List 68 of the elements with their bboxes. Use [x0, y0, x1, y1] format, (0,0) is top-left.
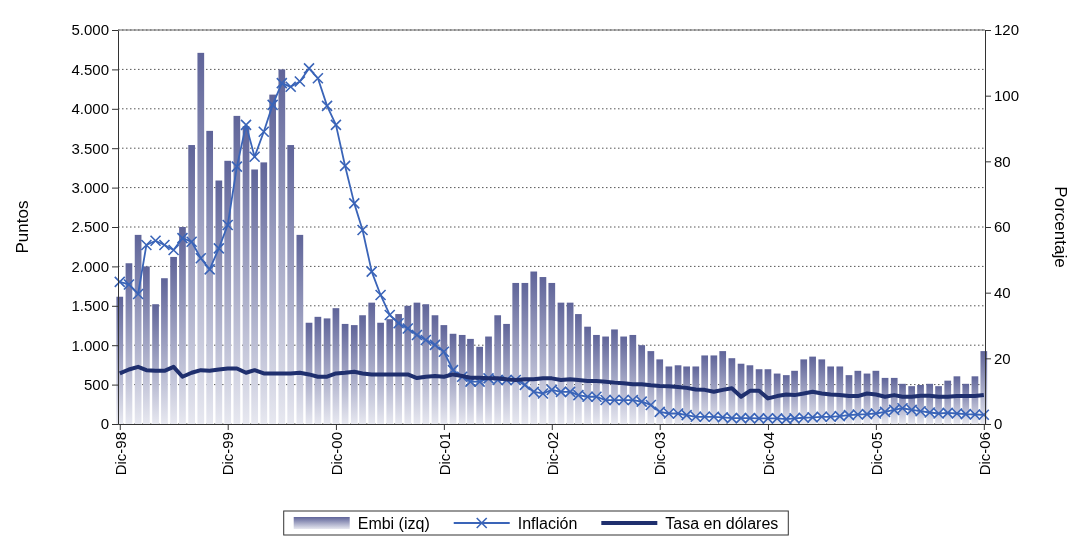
bar [278, 69, 286, 424]
bar [368, 302, 376, 424]
y2-tick-label: 20 [994, 349, 1011, 367]
y2-tick-label: 80 [994, 152, 1011, 170]
bar [350, 325, 358, 424]
y-tick-label: 1.000 [71, 336, 109, 354]
y-tick-label: 0 [100, 415, 109, 433]
x-tick-label: Dic-98 [111, 432, 129, 476]
x-tick-label: Dic-01 [435, 432, 453, 476]
bar [386, 319, 394, 424]
bar [422, 304, 430, 424]
x-tick-label: Dic-00 [327, 432, 345, 476]
bar [215, 180, 223, 424]
bar [287, 145, 295, 424]
x-tick-label: Dic-03 [651, 432, 669, 476]
bar [494, 315, 502, 424]
y2-tick-label: 120 [994, 21, 1020, 39]
x-tick-label: Dic-99 [219, 432, 237, 476]
y-tick-label: 2.500 [71, 218, 109, 236]
y-tick-label: 4.000 [71, 100, 109, 118]
y2-axis-title: Porcentaje [1051, 186, 1070, 268]
x-tick-label: Dic-04 [759, 432, 777, 476]
bar [152, 304, 159, 424]
bar [548, 282, 556, 424]
x-tick-label: Dic-05 [867, 432, 885, 476]
bar [170, 256, 177, 424]
x-tick-label: Dic-06 [975, 432, 993, 476]
line-series [117, 364, 986, 401]
y-tick-label: 3.500 [71, 139, 109, 157]
y-tick-label: 3.000 [71, 178, 109, 196]
y-tick-label: 4.500 [71, 60, 109, 78]
bar [404, 305, 412, 424]
bar [503, 323, 510, 424]
bar [377, 322, 384, 424]
bar [620, 336, 627, 424]
y-tick-label: 1.500 [71, 297, 109, 315]
x-tick-label: Dic-02 [543, 432, 561, 476]
y-axis-title: Puntos [13, 200, 32, 254]
y-tick-label: 2.000 [71, 257, 109, 275]
y-tick-label: 5.000 [71, 21, 109, 39]
bar [206, 130, 214, 424]
legend-label: Tasa en dólares [665, 514, 779, 532]
y2-tick-label: 60 [994, 218, 1011, 236]
y2-tick-label: 0 [994, 415, 1003, 433]
y-tick-label: 500 [83, 375, 109, 393]
bar [179, 227, 186, 424]
bar [143, 266, 150, 424]
bar [251, 169, 258, 424]
bar [584, 326, 591, 424]
bar [224, 160, 232, 424]
y2-tick-label: 100 [994, 86, 1020, 104]
legend-label: Inflación [517, 514, 578, 532]
bar [161, 278, 168, 424]
bar [395, 314, 402, 424]
legend-label: Embi (izq) [357, 514, 430, 532]
bar [260, 162, 268, 424]
bar [197, 52, 205, 424]
bar [359, 315, 366, 424]
bar [485, 336, 492, 424]
y2-tick-label: 40 [994, 283, 1011, 301]
bar [602, 336, 609, 424]
bar [458, 334, 466, 424]
bar [269, 94, 276, 424]
bar [188, 145, 195, 424]
bar [593, 334, 600, 424]
bar [512, 282, 520, 424]
bar [530, 271, 538, 424]
bar [575, 314, 582, 424]
